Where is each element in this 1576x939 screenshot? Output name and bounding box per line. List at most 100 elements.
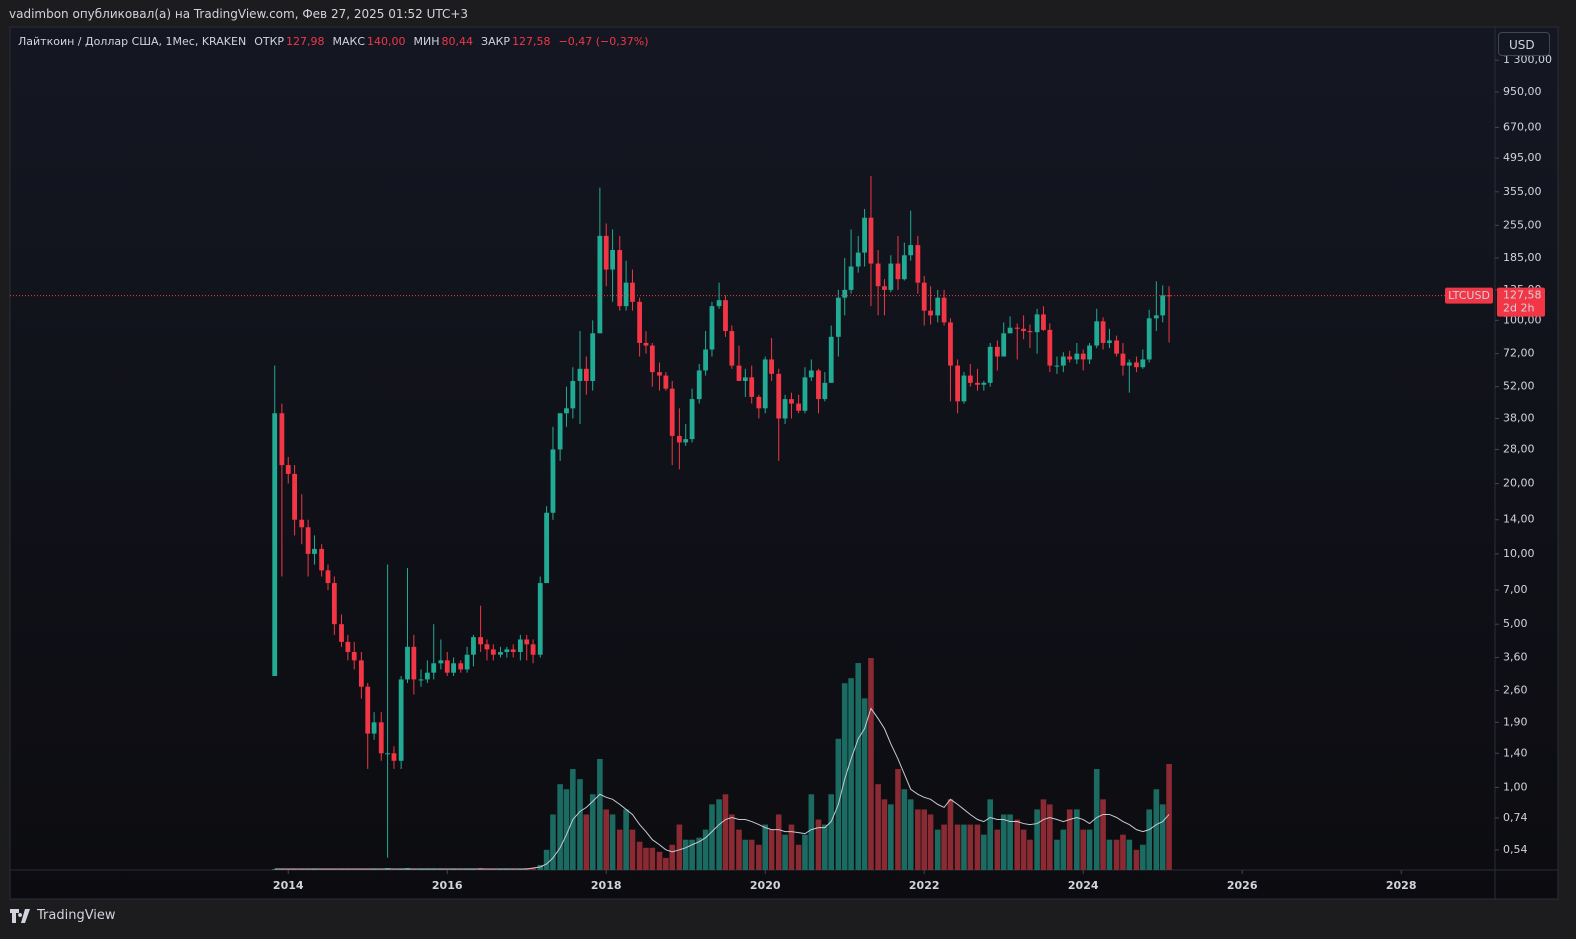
volume-bar — [756, 844, 762, 870]
candle-body — [1094, 321, 1100, 346]
volume-bar — [1159, 804, 1166, 870]
volume-bar — [901, 789, 908, 870]
candle-body — [444, 660, 450, 673]
candle-body — [994, 346, 1000, 357]
volume-bar — [895, 769, 901, 870]
candle-body — [345, 641, 351, 653]
volume-bar — [1113, 839, 1120, 870]
y-tick-label: 0,54 — [1503, 843, 1528, 856]
candle-body — [1074, 353, 1080, 360]
candle-body — [610, 250, 615, 270]
volume-bar — [1007, 814, 1013, 870]
x-tick-label: 2014 — [273, 879, 304, 892]
volume-bar — [954, 824, 961, 870]
y-tick-label: 20,00 — [1503, 477, 1535, 490]
chart-background — [9, 26, 1559, 900]
volume-bar — [636, 841, 643, 870]
volume-bar — [616, 829, 623, 870]
volume-bar — [411, 868, 417, 870]
candle-body — [935, 297, 941, 316]
volume-bar — [517, 868, 524, 870]
candle-body — [736, 365, 742, 381]
volume-bar — [398, 868, 404, 870]
volume-bar — [1000, 814, 1007, 870]
volume-bar — [603, 809, 610, 870]
volume-bar — [1034, 809, 1040, 870]
currency-button[interactable]: USD — [1498, 32, 1550, 56]
volume-bar — [941, 824, 947, 870]
candle-body — [583, 368, 589, 381]
legend: Лайткоин / Доллар США, 1Мес, KRAKEN ОТКР 1… — [18, 35, 657, 48]
candle-body — [325, 570, 331, 584]
candle-body — [875, 263, 881, 287]
volume-bar — [881, 799, 888, 870]
volume-bar — [1120, 834, 1126, 870]
volume-bar — [1014, 819, 1021, 870]
volume-bar — [378, 868, 385, 870]
brand-name: TradingView — [37, 908, 116, 923]
volume-bar — [808, 794, 815, 870]
header: vadimbon опубликовал(а) на TradingView.c… — [9, 7, 469, 21]
volume-bar — [656, 851, 663, 870]
candle-body — [1107, 340, 1112, 343]
symbol-label-box — [1445, 287, 1493, 304]
volume-bar — [663, 857, 669, 870]
candle-body — [882, 286, 887, 290]
y-tick-label: 72,00 — [1503, 347, 1535, 360]
candle-body — [365, 686, 371, 734]
volume-bar — [1133, 849, 1140, 870]
legend-field-label: МИН — [413, 35, 440, 48]
candle-body — [828, 336, 834, 383]
volume-bar — [1027, 839, 1033, 870]
candle-body — [975, 382, 980, 385]
candle-body — [855, 252, 861, 267]
last-price-box — [1497, 287, 1545, 317]
candle-body — [1054, 365, 1060, 367]
candle-body — [689, 399, 695, 440]
y-tick-label: 7,00 — [1503, 583, 1528, 596]
candle-body — [742, 377, 748, 381]
legend-field-label: ОТКР — [254, 35, 285, 48]
candle-body — [729, 331, 735, 366]
candle-body — [796, 403, 802, 411]
volume-bar — [868, 658, 874, 870]
volume-bar — [676, 824, 683, 870]
volume-bar — [1080, 829, 1087, 870]
y-tick-label: 670,00 — [1503, 120, 1542, 133]
candle-body — [597, 235, 603, 334]
candle-body — [570, 380, 576, 409]
footer: TradingView — [10, 908, 116, 923]
volume-bar — [271, 868, 278, 870]
candle-body — [1100, 321, 1106, 343]
volume-bar — [364, 868, 371, 870]
candle-body — [471, 637, 476, 655]
candle-body — [544, 512, 550, 584]
candle-body — [299, 519, 305, 528]
candle-body — [292, 473, 297, 520]
volume-bar — [484, 868, 490, 870]
legend-field-label: МАКС — [332, 35, 366, 48]
volume-bar — [331, 868, 338, 870]
candle-body — [351, 652, 357, 661]
volume-bar — [318, 868, 325, 870]
candle-body — [1014, 327, 1020, 329]
candle-body — [802, 377, 808, 411]
candle-body — [649, 345, 655, 373]
candle-body — [358, 660, 364, 687]
candle-body — [961, 375, 967, 402]
candle-body — [915, 245, 921, 283]
volume-bar — [961, 824, 967, 870]
volume-bar — [550, 814, 556, 870]
volume-bar — [371, 868, 377, 870]
volume-bar — [285, 868, 292, 870]
y-tick-label: 1,40 — [1503, 746, 1528, 759]
candle-body — [1047, 329, 1053, 366]
candle-body — [835, 297, 841, 337]
volume-bar — [762, 824, 769, 870]
volume-bar — [623, 809, 629, 870]
candle-body — [789, 399, 794, 404]
volume-bar — [974, 824, 981, 870]
candle-body — [1146, 318, 1152, 360]
candle-body — [723, 300, 728, 332]
candle-body — [901, 255, 907, 280]
